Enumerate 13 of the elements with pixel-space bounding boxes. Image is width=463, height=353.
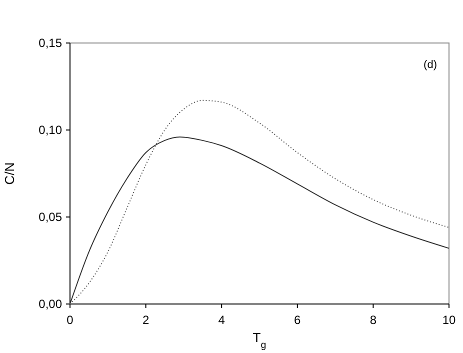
x-tick-label: 4 bbox=[218, 313, 226, 327]
x-tick-label: 8 bbox=[370, 313, 377, 327]
y-axis-title: C/N bbox=[2, 162, 17, 185]
x-tick-label: 6 bbox=[294, 313, 302, 327]
x-tick-label: 10 bbox=[442, 313, 456, 327]
y-tick-label: 0,00 bbox=[38, 297, 62, 311]
x-axis-title: T$_{g}$ bbox=[252, 330, 266, 350]
y-tick-label: 0,10 bbox=[38, 123, 62, 137]
annotation: (d) bbox=[424, 59, 437, 71]
y-tick-label: 0,05 bbox=[38, 210, 62, 224]
x-tick-label: 0 bbox=[66, 313, 74, 327]
y-tick-label: 0,15 bbox=[38, 36, 62, 50]
x-tick-label: 2 bbox=[142, 313, 150, 327]
